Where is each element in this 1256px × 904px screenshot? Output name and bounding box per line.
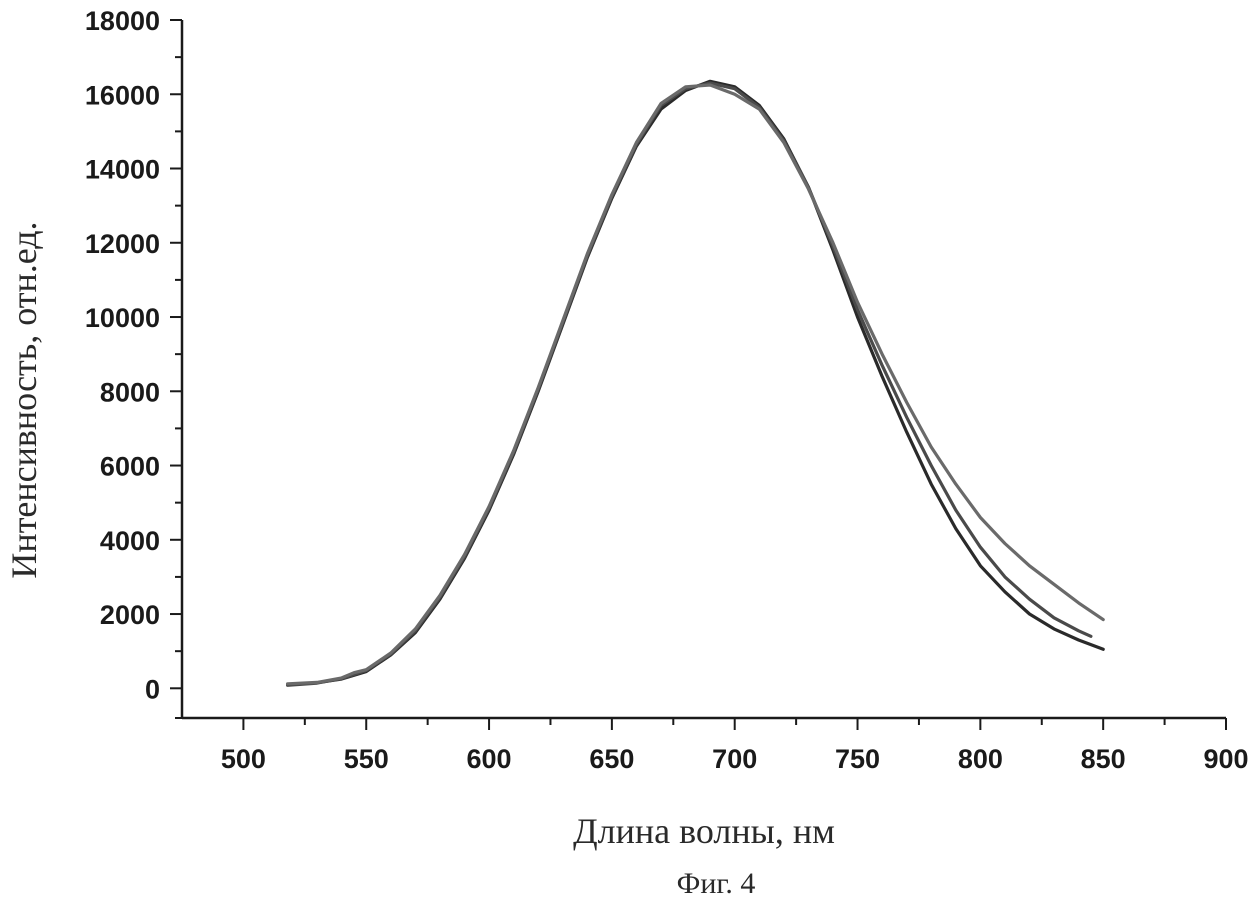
chart-ticks: 0 2000 4000 6000 8000 10000 12000 14000 16000 180… bbox=[85, 6, 1249, 774]
y-tick-label: 14000 bbox=[85, 155, 160, 185]
y-tick-label: 0 bbox=[145, 674, 160, 704]
x-tick-label: 850 bbox=[1081, 744, 1126, 774]
y-tick-label: 10000 bbox=[85, 303, 160, 333]
y-tick-label: 6000 bbox=[100, 452, 160, 482]
x-tick-label: 500 bbox=[221, 744, 266, 774]
y-tick-label: 16000 bbox=[85, 80, 160, 110]
chart-series bbox=[288, 81, 1104, 685]
y-tick-label: 18000 bbox=[85, 6, 160, 36]
x-tick-label: 550 bbox=[344, 744, 389, 774]
x-tick-label: 700 bbox=[712, 744, 757, 774]
x-tick-label: 800 bbox=[958, 744, 1003, 774]
x-tick-label: 900 bbox=[1203, 744, 1248, 774]
chart-axes bbox=[182, 20, 1226, 718]
x-tick-label: 600 bbox=[467, 744, 512, 774]
figure-caption: Фиг. 4 bbox=[677, 867, 756, 900]
y-axis-title: Интенсивность, отн.ед. bbox=[4, 221, 44, 578]
y-tick-label: 8000 bbox=[100, 377, 160, 407]
series-line-3 bbox=[288, 85, 1104, 684]
series-line-1 bbox=[288, 81, 1104, 684]
y-tick-label: 12000 bbox=[85, 229, 160, 259]
x-tick-label: 650 bbox=[589, 744, 634, 774]
series-line-2 bbox=[288, 83, 1091, 685]
x-tick-label: 750 bbox=[835, 744, 880, 774]
x-axis-title: Длина волны, нм bbox=[573, 811, 835, 851]
y-tick-label: 4000 bbox=[100, 526, 160, 556]
y-tick-label: 2000 bbox=[100, 600, 160, 630]
